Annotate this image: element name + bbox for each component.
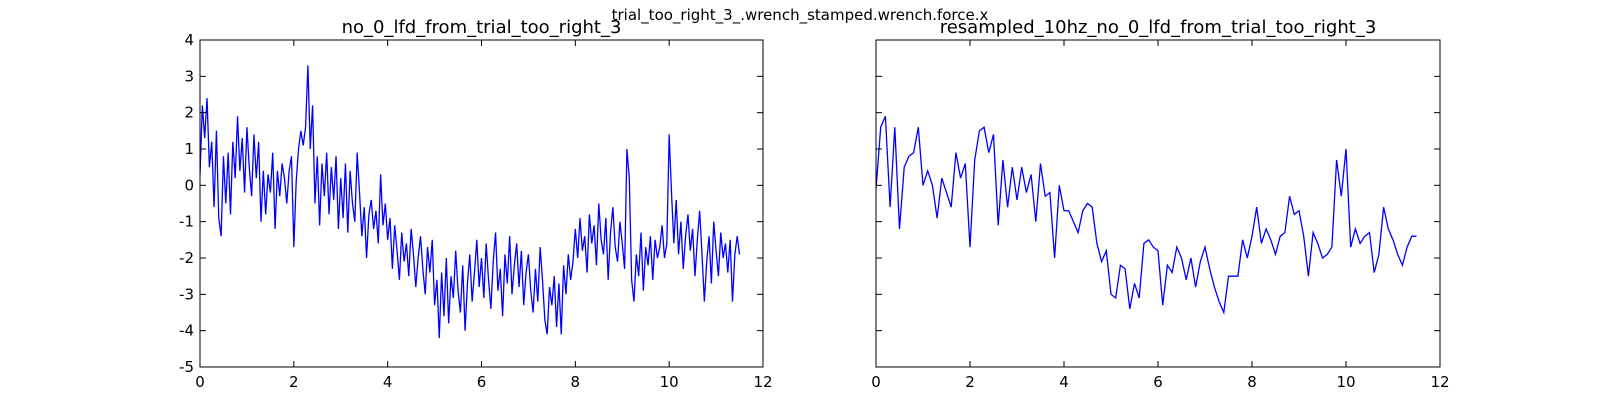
x-tick-label: 12 [753, 373, 772, 391]
y-tick-label: 1 [184, 140, 194, 158]
subplot: no_0_lfd_from_trial_too_right_30 2 4 6 8 10 12… [179, 17, 773, 391]
x-tick-label: 10 [1336, 373, 1355, 391]
x-tick-label: 6 [477, 373, 487, 391]
y-tick-label: -5 [179, 358, 194, 376]
x-tick-label: 12 [1430, 373, 1449, 391]
x-tick-label: 4 [1059, 373, 1069, 391]
x-tick-label: 6 [1153, 373, 1163, 391]
x-tick-label: 8 [1247, 373, 1257, 391]
y-tick-label: 2 [184, 104, 194, 122]
x-tick-label: 0 [195, 373, 205, 391]
y-tick-label: 3 [184, 67, 194, 85]
y-tick-label: 0 [184, 176, 194, 194]
x-tick-label: 8 [571, 373, 581, 391]
subplot: resampled_10hz_no_0_lfd_from_trial_too_r… [871, 17, 1449, 391]
subplot-title: resampled_10hz_no_0_lfd_from_trial_too_r… [940, 17, 1377, 38]
plot-area [876, 116, 1417, 315]
y-tick-label: -4 [179, 322, 194, 340]
y-tick-label: -3 [179, 285, 194, 303]
x-tick-label: 4 [383, 373, 393, 391]
data-line [200, 65, 741, 338]
data-line [876, 116, 1417, 315]
x-tick-label: 10 [660, 373, 679, 391]
x-tick-label: 2 [289, 373, 299, 391]
figure-title: trial_too_right_3_.wrench_stamped.wrench… [612, 6, 989, 25]
y-tick-label: -2 [179, 249, 194, 267]
x-tick-label: 2 [965, 373, 975, 391]
x-tick-label: 0 [871, 373, 881, 391]
y-tick-label: 4 [184, 31, 194, 49]
plot-area [200, 65, 741, 338]
subplot-title: no_0_lfd_from_trial_too_right_3 [342, 17, 622, 38]
y-tick-label: -1 [179, 213, 194, 231]
